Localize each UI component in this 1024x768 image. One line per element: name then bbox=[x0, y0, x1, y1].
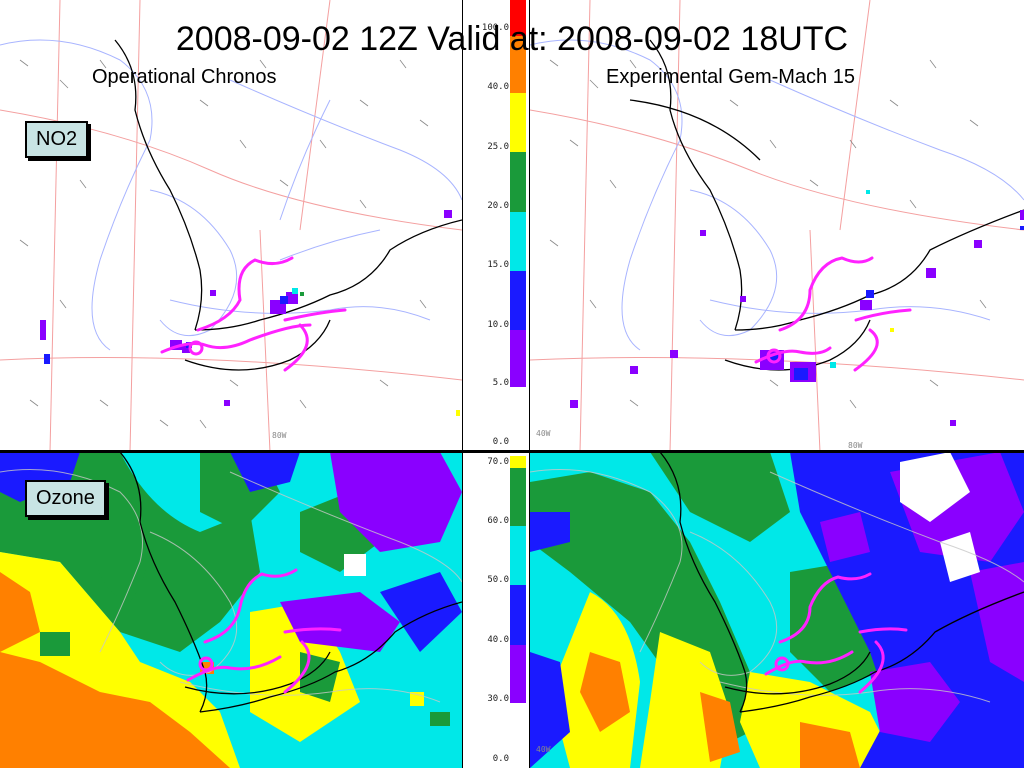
no2-bin-orange bbox=[510, 36, 526, 93]
no2-tick: 10.0 bbox=[487, 320, 509, 330]
no2-bin-yellow bbox=[510, 93, 526, 152]
ozone-bin-purple bbox=[510, 645, 526, 703]
no2-bin-purple bbox=[510, 330, 526, 387]
ozone-bin-yellow bbox=[510, 456, 526, 468]
ozone-label-box: Ozone bbox=[25, 480, 106, 517]
no2-bin-cyan bbox=[510, 212, 526, 271]
no2-label-box: NO2 bbox=[25, 121, 89, 158]
ozone-tick: 0.0 bbox=[492, 754, 509, 764]
left-model-label: Operational Chronos bbox=[92, 66, 277, 88]
no2-tick: 5.0 bbox=[492, 378, 509, 388]
no2-bin-blue bbox=[510, 271, 526, 330]
no2-color-scale: 0.0 5.0 10.0 15.0 20.0 25.0 40.0 100.0 bbox=[462, 0, 530, 452]
page-title: 2008-09-02 12Z Valid at: 2008-09-02 18UT… bbox=[175, 20, 849, 58]
panel-divider bbox=[0, 450, 1024, 453]
no2-tick: 25.0 bbox=[487, 142, 509, 152]
no2-bin-green bbox=[510, 152, 526, 212]
no2-tick: 15.0 bbox=[487, 260, 509, 270]
ozone-bin-blue bbox=[510, 585, 526, 645]
ozone-tick: 50.0 bbox=[487, 575, 509, 585]
no2-map-chronos: 80W bbox=[0, 0, 462, 452]
lon-label: 40W bbox=[536, 745, 551, 754]
ozone-map-gem-mach: 40W bbox=[530, 452, 1024, 768]
no2-tick: 100.0 bbox=[481, 23, 509, 33]
ozone-tick: 40.0 bbox=[487, 635, 509, 645]
ozone-tick: 70.0 bbox=[487, 457, 509, 467]
no2-tick: 40.0 bbox=[487, 82, 509, 92]
lon-label: 80W bbox=[848, 441, 863, 450]
ozone-tick: 60.0 bbox=[487, 516, 509, 526]
lon-label: 80W bbox=[272, 431, 287, 440]
ozone-tick: 30.0 bbox=[487, 694, 509, 704]
no2-map-gem-mach: 40W 80W bbox=[530, 0, 1024, 452]
no2-tick: 0.0 bbox=[492, 437, 509, 447]
lon-label: 40W bbox=[536, 429, 551, 438]
ozone-color-scale: 0.0 30.0 40.0 50.0 60.0 70.0 bbox=[462, 452, 530, 768]
ozone-bin-green bbox=[510, 468, 526, 526]
ozone-bin-cyan bbox=[510, 526, 526, 585]
right-model-label: Experimental Gem-Mach 15 bbox=[606, 66, 855, 88]
no2-bin-red bbox=[510, 0, 526, 36]
no2-tick: 20.0 bbox=[487, 201, 509, 211]
